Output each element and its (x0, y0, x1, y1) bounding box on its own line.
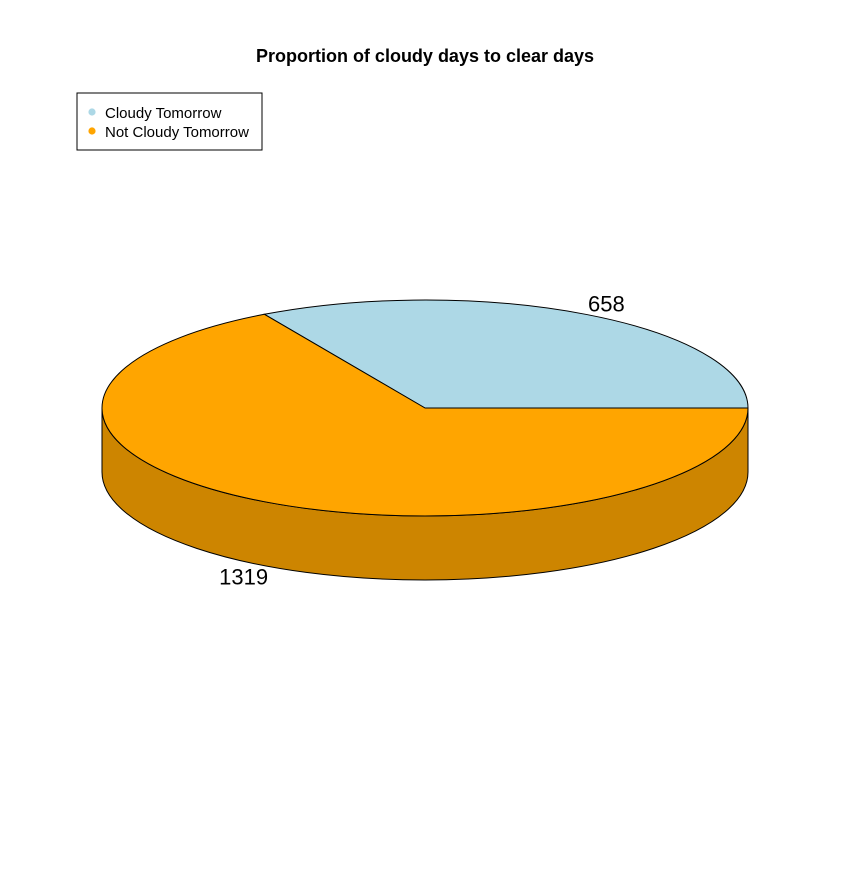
slice-tops (101, 299, 749, 517)
legend-swatch-not-cloudy (88, 127, 96, 135)
pie-slice-not-cloudy (101, 313, 749, 517)
chart-title: Proportion of cloudy days to clear days (256, 46, 594, 66)
legend-swatch-cloudy (88, 108, 96, 116)
slice-labels: 658 1319 (219, 291, 625, 589)
slice-label-not-cloudy: 1319 (219, 565, 268, 590)
legend-label-not-cloudy: Not Cloudy Tomorrow (105, 124, 249, 141)
slice-label-cloudy: 658 (588, 291, 625, 316)
legend: Cloudy Tomorrow Not Cloudy Tomorrow (76, 92, 263, 151)
legend-box (76, 92, 263, 151)
legend-label-cloudy: Cloudy Tomorrow (105, 105, 222, 122)
pie-slice-cloudy (262, 299, 749, 409)
